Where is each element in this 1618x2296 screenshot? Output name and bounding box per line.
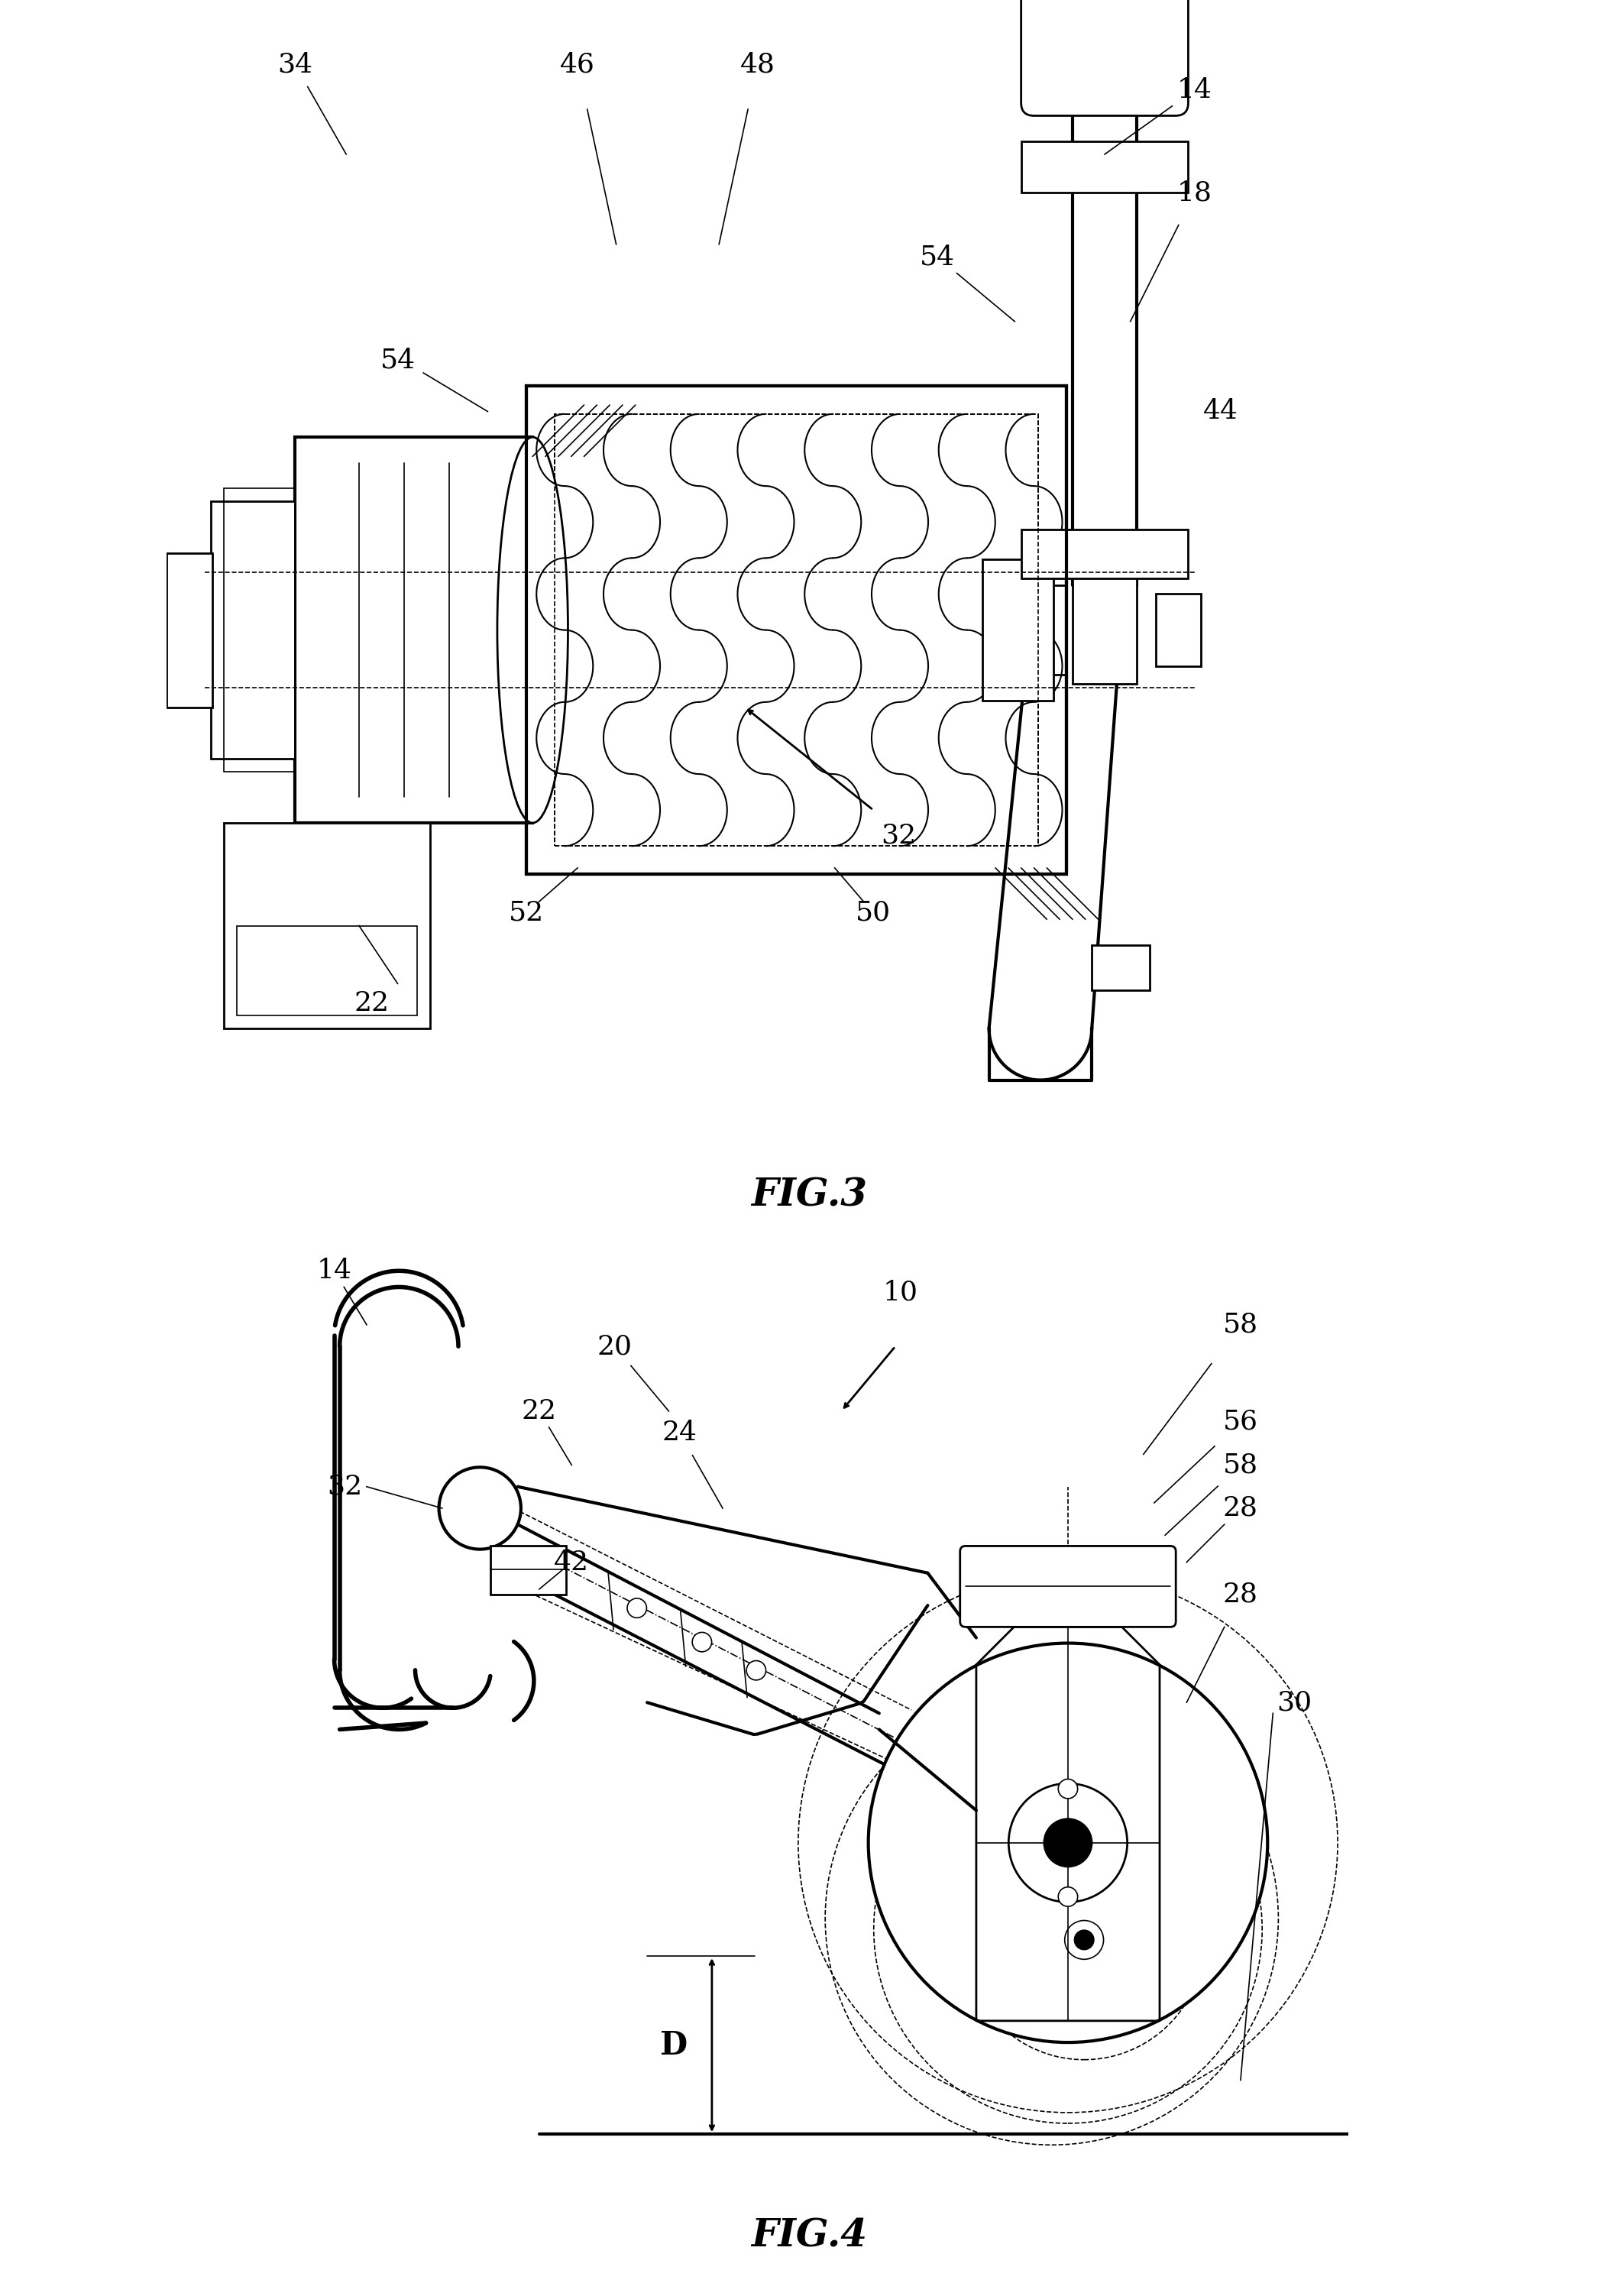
Circle shape (1058, 1779, 1078, 1798)
Bar (1021, 530, 1188, 579)
Text: 32: 32 (882, 822, 917, 850)
Circle shape (438, 1467, 521, 1550)
Text: 54: 54 (380, 347, 416, 372)
Circle shape (869, 1644, 1267, 2043)
Bar (555, 413, 1037, 845)
Text: 30: 30 (1277, 1690, 1312, 1715)
Text: 46: 46 (560, 51, 595, 78)
Bar (1092, 946, 1150, 990)
Text: 56: 56 (1223, 1410, 1259, 1435)
Text: 48: 48 (739, 51, 775, 78)
Text: 24: 24 (662, 1419, 697, 1446)
Bar (1021, 142, 1188, 193)
Text: 54: 54 (921, 243, 955, 271)
Text: 42: 42 (553, 1550, 589, 1575)
Text: 14: 14 (317, 1258, 351, 1283)
Text: 58: 58 (1223, 1311, 1259, 1339)
Text: 58: 58 (1223, 1451, 1259, 1479)
Bar (167, 553, 212, 707)
Circle shape (746, 1660, 765, 1681)
FancyBboxPatch shape (1021, 0, 1188, 115)
Bar (982, 560, 1053, 700)
Text: 28: 28 (1223, 1495, 1259, 1522)
Text: 10: 10 (883, 1279, 919, 1306)
Text: 52: 52 (508, 900, 544, 925)
Text: 44: 44 (1202, 400, 1238, 425)
Text: 34: 34 (277, 51, 312, 78)
Circle shape (1074, 1931, 1094, 1949)
Bar (526, 386, 1066, 875)
Text: D: D (660, 2030, 688, 2062)
Circle shape (1008, 1784, 1128, 1901)
Bar (490, 1545, 566, 1593)
Text: 20: 20 (597, 1334, 633, 1359)
Bar (212, 501, 294, 758)
Bar (294, 436, 532, 822)
Bar (236, 925, 417, 1015)
Circle shape (628, 1598, 647, 1619)
Text: 28: 28 (1223, 1582, 1259, 1607)
Circle shape (1044, 1818, 1092, 1867)
Bar (1073, 576, 1137, 684)
Text: 50: 50 (856, 900, 892, 925)
Text: 14: 14 (1176, 78, 1212, 103)
Circle shape (1058, 1887, 1078, 1906)
Ellipse shape (497, 436, 568, 822)
Text: 22: 22 (354, 990, 390, 1015)
Bar (555, 413, 1037, 845)
FancyBboxPatch shape (959, 1545, 1176, 1628)
Bar (223, 489, 294, 771)
Text: 18: 18 (1176, 179, 1212, 207)
Text: 32: 32 (327, 1474, 362, 1499)
Text: FIG.3: FIG.3 (751, 1178, 867, 1215)
Text: FIG.4: FIG.4 (751, 2218, 867, 2255)
Bar (526, 386, 1066, 875)
Circle shape (1065, 1919, 1103, 1958)
Text: 22: 22 (521, 1398, 557, 1424)
Circle shape (693, 1632, 712, 1651)
Bar (223, 822, 430, 1029)
Bar (1157, 595, 1201, 666)
